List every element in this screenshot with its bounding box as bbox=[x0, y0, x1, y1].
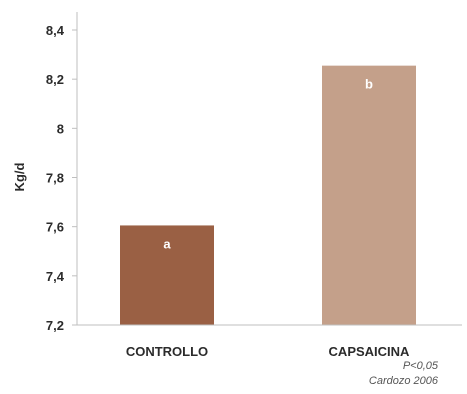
x-category-label: CAPSAICINA bbox=[329, 344, 411, 359]
y-tick-label: 7,2 bbox=[46, 318, 64, 333]
y-axis-title: Kg/d bbox=[12, 163, 27, 192]
significance-note: P<0,05 bbox=[403, 360, 439, 372]
bar-data-label: a bbox=[163, 236, 171, 251]
bars: ab bbox=[120, 65, 416, 325]
y-tick-label: 7,8 bbox=[46, 171, 64, 186]
source-note: Cardozo 2006 bbox=[369, 375, 439, 387]
y-tick-label: 8,4 bbox=[46, 23, 65, 38]
x-category-label: CONTROLLO bbox=[126, 344, 208, 359]
y-tick-label: 8,2 bbox=[46, 72, 64, 87]
bar-data-label: b bbox=[365, 77, 373, 92]
bar-capsaicina bbox=[322, 65, 416, 325]
y-tick-label: 8 bbox=[57, 121, 64, 136]
y-tick-label: 7,4 bbox=[46, 269, 65, 284]
y-axis: 7,2 7,4 7,6 7,8 8 8,2 8,4 bbox=[46, 23, 77, 333]
x-axis-labels: CONTROLLO CAPSAICINA bbox=[126, 344, 410, 359]
y-tick-label: 7,6 bbox=[46, 220, 64, 235]
bar-controllo bbox=[120, 225, 214, 325]
